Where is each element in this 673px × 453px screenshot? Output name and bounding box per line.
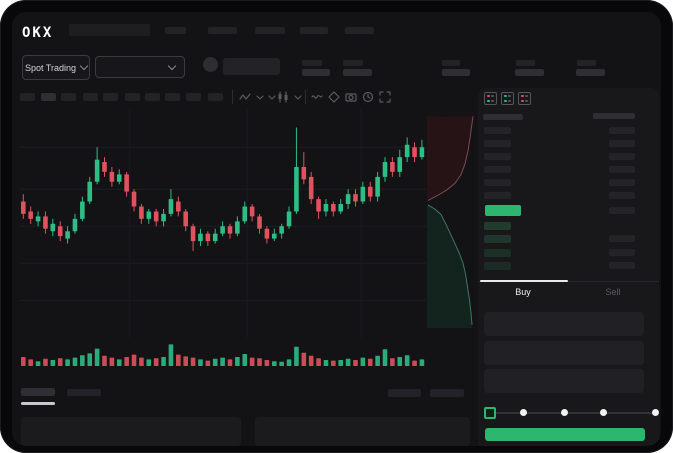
nav-placeholder[interactable]: [69, 24, 150, 36]
chevron-down-icon[interactable]: [265, 90, 279, 104]
amount-placeholder: [609, 179, 635, 186]
orderbook-panel: Buy Sell: [478, 88, 659, 446]
stat-label-placeholder: [302, 60, 322, 66]
nav-placeholder[interactable]: [208, 27, 237, 34]
amount-placeholder: [609, 262, 635, 269]
stat-value-placeholder: [343, 69, 372, 76]
bottom-panel-left: [21, 417, 241, 446]
amount-placeholder: [609, 192, 635, 199]
toolbar-divider: [305, 90, 306, 104]
pair-coin-icon: [203, 57, 218, 72]
price-placeholder: [484, 249, 511, 257]
price-placeholder: [484, 192, 511, 199]
slider-stop-selected[interactable]: [484, 407, 496, 419]
amount-placeholder: [609, 127, 635, 134]
slider-stop[interactable]: [651, 409, 659, 416]
price-placeholder: [484, 262, 511, 270]
chevron-down-icon[interactable]: [291, 90, 305, 104]
toolbar-divider: [232, 90, 233, 104]
tabs-divider: [478, 281, 659, 282]
okx-logo[interactable]: OKX: [22, 25, 54, 41]
indicator-wave-icon[interactable]: [310, 90, 324, 104]
bottom-action-placeholder[interactable]: [388, 389, 421, 397]
stat-value-placeholder: [515, 69, 544, 76]
amount-placeholder: [609, 140, 635, 147]
chevron-down-icon: [79, 61, 89, 71]
bottom-tab-active-placeholder[interactable]: [21, 388, 55, 396]
pair-name-placeholder: [223, 58, 280, 75]
percent-slider[interactable]: [484, 407, 659, 419]
amount-placeholder: [609, 235, 635, 242]
price-placeholder: [484, 127, 511, 134]
amount-placeholder: [609, 153, 635, 160]
pair-select[interactable]: [95, 56, 185, 78]
stat-value-placeholder: [442, 69, 470, 76]
stat-label-placeholder: [442, 60, 460, 66]
stat-label-placeholder: [343, 60, 363, 66]
total-input[interactable]: [484, 369, 644, 393]
camera-icon[interactable]: [344, 90, 358, 104]
stat-value-placeholder: [576, 69, 605, 76]
amount-placeholder: [609, 207, 635, 214]
orderbook-header-placeholder: [483, 114, 523, 120]
slider-stop[interactable]: [560, 409, 568, 416]
compare-diamond-icon[interactable]: [327, 90, 341, 104]
chevron-down-icon[interactable]: [253, 90, 267, 104]
interval-button-placeholder[interactable]: [83, 93, 98, 101]
book-asks-icon[interactable]: [518, 92, 531, 105]
nav-placeholder[interactable]: [165, 27, 186, 34]
price-input[interactable]: [484, 312, 644, 336]
amount-placeholder: [609, 249, 635, 256]
depth-chart[interactable]: [427, 112, 477, 328]
amount-placeholder: [609, 166, 635, 173]
book-combined-icon[interactable]: [484, 92, 497, 105]
bottom-action-placeholder[interactable]: [430, 389, 464, 397]
slider-stop[interactable]: [600, 409, 608, 416]
slider-stop[interactable]: [519, 409, 527, 416]
interval-button-placeholder[interactable]: [145, 93, 160, 101]
price-placeholder: [484, 140, 511, 147]
spot-trading-label: Spot Trading: [24, 62, 77, 73]
stat-label-placeholder: [516, 60, 535, 66]
bottom-tab-underline: [21, 402, 55, 405]
amount-input[interactable]: [484, 341, 644, 365]
interval-button-placeholder[interactable]: [41, 93, 56, 101]
interval-button-placeholder[interactable]: [165, 93, 180, 101]
nav-placeholder[interactable]: [345, 27, 374, 34]
bottom-tab-placeholder[interactable]: [67, 389, 101, 396]
price-placeholder: [484, 153, 511, 160]
bottom-panel-right: [255, 417, 470, 446]
interval-button-placeholder[interactable]: [208, 93, 223, 101]
tab-sell[interactable]: Sell: [605, 287, 621, 297]
chevron-down-icon: [167, 61, 177, 70]
buy-button[interactable]: [485, 428, 645, 441]
spot-trading-dropdown[interactable]: Spot Trading: [22, 55, 90, 80]
tab-buy[interactable]: Buy: [515, 287, 531, 297]
price-placeholder: [484, 235, 511, 243]
candle-style-icon[interactable]: [276, 90, 290, 104]
interval-button-placeholder[interactable]: [103, 93, 118, 101]
interval-button-placeholder[interactable]: [125, 93, 140, 101]
nav-placeholder[interactable]: [300, 27, 328, 34]
line-style-icon[interactable]: [238, 90, 252, 104]
price-placeholder: [484, 166, 511, 173]
fullscreen-icon[interactable]: [378, 90, 392, 104]
clock-icon[interactable]: [361, 90, 375, 104]
stat-value-placeholder: [302, 69, 330, 76]
nav-placeholder[interactable]: [255, 27, 285, 34]
candlestick-chart[interactable]: [20, 108, 426, 370]
interval-button-placeholder[interactable]: [61, 93, 76, 101]
last-price-highlight[interactable]: [485, 205, 521, 216]
book-bids-icon[interactable]: [501, 92, 514, 105]
interval-button-placeholder[interactable]: [20, 93, 35, 101]
price-placeholder: [484, 222, 511, 230]
orderbook-header-placeholder: [593, 113, 635, 119]
app-window: OKX Spot Trading: [12, 12, 661, 446]
stat-label-placeholder: [577, 60, 596, 66]
price-placeholder: [484, 179, 511, 186]
interval-button-placeholder[interactable]: [186, 93, 201, 101]
active-tab-indicator: [480, 280, 568, 282]
